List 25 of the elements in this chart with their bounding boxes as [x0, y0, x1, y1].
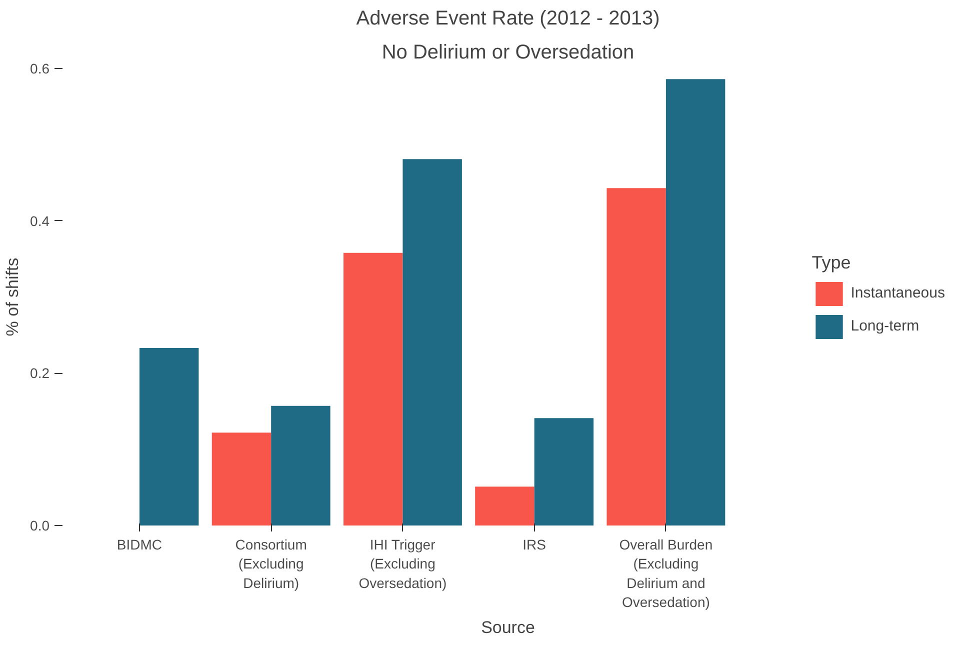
y-tick-label: 0.0 — [30, 518, 50, 534]
y-tick-label: 0.6 — [30, 60, 50, 76]
bar — [212, 432, 272, 526]
chart-title: Adverse Event Rate (2012 - 2013) — [356, 8, 660, 30]
x-tick-label: IHI Trigger (Excluding Oversedation) — [358, 536, 447, 591]
x-tick-label: BIDMC — [116, 536, 162, 552]
y-tick-label: 0.4 — [30, 212, 50, 229]
bar — [534, 418, 594, 526]
bar — [343, 252, 403, 526]
bar — [475, 486, 534, 526]
legend-label: Long-term — [850, 318, 920, 334]
legend-title: Type — [812, 252, 852, 273]
bar — [139, 348, 199, 526]
x-tick-label: Consortium (Excluding Delirium) — [235, 536, 307, 591]
y-axis-title: % of shifts — [3, 258, 22, 336]
chart-subtitle: No Delirium or Oversedation — [382, 42, 634, 64]
bar — [402, 159, 462, 526]
bar — [606, 188, 666, 526]
y-tick-label: 0.2 — [30, 365, 50, 382]
bar — [271, 406, 330, 526]
x-tick-label: IRS — [522, 536, 546, 552]
bar — [666, 79, 726, 526]
x-axis-title: Source — [481, 618, 535, 638]
legend-label: Instantaneous — [850, 284, 945, 302]
x-tick-label: Overall Burden (Excluding Delirium and Oversedation) — [619, 536, 713, 610]
